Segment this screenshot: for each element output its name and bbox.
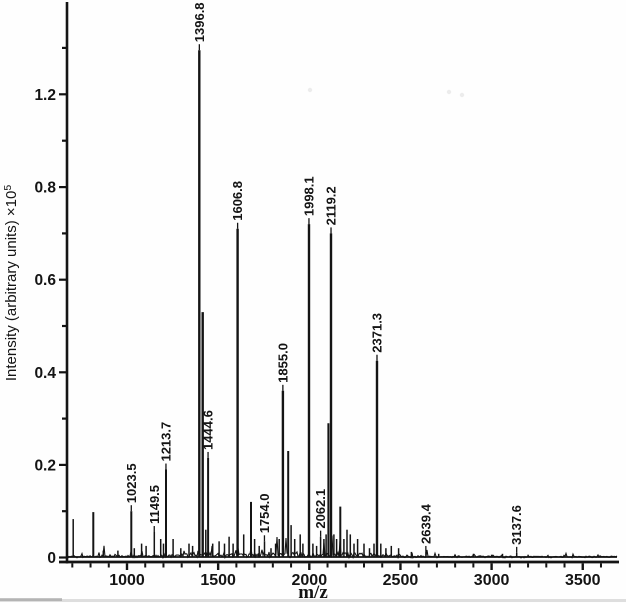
y-tick-label: 0.4	[34, 365, 56, 382]
scan-artifact	[307, 87, 313, 93]
x-tick-label: 2000	[292, 572, 328, 589]
y-tick-label: 1.2	[34, 87, 56, 104]
x-axis-title: m/z	[298, 582, 328, 603]
scan-artifact	[459, 92, 465, 98]
x-tick-label: 3000	[474, 572, 510, 589]
peak-label: 1998.1	[301, 176, 316, 216]
peak-label: 1444.6	[201, 410, 216, 450]
peaks	[72, 50, 529, 558]
peak-label: 1149.5	[147, 485, 162, 524]
y-tick-label: 0.8	[34, 180, 56, 197]
peak-label: 2062.1	[313, 489, 328, 529]
peak-label: 2639.4	[418, 503, 433, 544]
peak-label: 1754.0	[257, 494, 272, 534]
peak-label: 1855.0	[275, 343, 290, 383]
scan-edge-artifact	[0, 598, 62, 601]
peak-label: 2119.2	[324, 186, 339, 225]
y-axis-title: Intensity (arbitrary units) ×105	[2, 185, 20, 382]
peak-label: 2371.3	[369, 313, 384, 353]
y-tick-label: 0	[47, 550, 56, 567]
scan-artifact	[446, 89, 452, 95]
peak-labels: 1023.5 1149.5 1213.7 1396.8 1444.6 1606.8 1754…	[124, 2, 524, 553]
x-tick-label: 1500	[200, 572, 236, 589]
peak-label: 1606.8	[230, 181, 245, 221]
x-tick-label: 1000	[109, 572, 145, 589]
scan-edge-artifact	[0, 599, 626, 602]
spectrum-noise-trace	[67, 535, 618, 560]
x-tick-label: 2500	[383, 572, 419, 589]
peak-label: 1213.7	[158, 422, 173, 462]
peak-label: 1023.5	[124, 463, 139, 503]
y-tick-label: 0.2	[34, 457, 56, 474]
y-tick-label: 0.6	[34, 272, 56, 289]
x-tick-label: 3500	[565, 572, 601, 589]
peak-label: 3137.6	[509, 505, 524, 545]
peak-label: 1396.8	[192, 2, 207, 42]
baseline-noise	[67, 535, 618, 560]
